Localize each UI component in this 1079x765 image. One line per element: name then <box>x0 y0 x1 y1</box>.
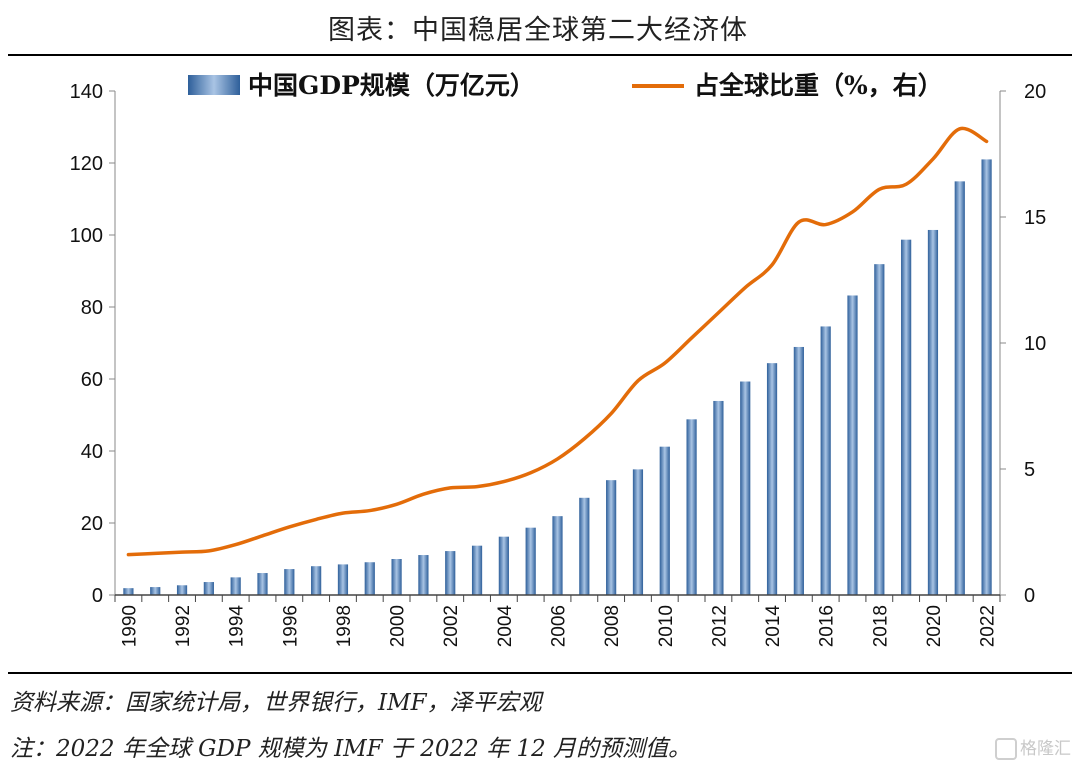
right-tick-label: 20 <box>1024 81 1046 103</box>
legend-bar-swatch <box>188 75 240 95</box>
legend-line-label: 占全球比重（%，右） <box>694 71 943 100</box>
gdp-bar-1992 <box>176 585 188 595</box>
gdp-bar-2021 <box>954 181 965 596</box>
x-tick-label: 2008 <box>602 605 623 647</box>
gdp-bar-1990 <box>123 588 134 595</box>
chart-title: 图表：中国稳居全球第二大经济体 <box>328 15 748 46</box>
left-tick-label: 40 <box>81 441 103 463</box>
x-tick-label: 2002 <box>441 605 462 647</box>
x-tick-label: 2006 <box>549 605 570 647</box>
left-tick-label: 60 <box>81 369 103 391</box>
x-tick-label: 1994 <box>227 605 248 648</box>
gdp-bar-2022 <box>981 159 992 595</box>
share-line-layer <box>126 126 989 557</box>
gdp-bar-2016 <box>820 326 831 595</box>
x-tick-label: 2004 <box>495 605 516 648</box>
watermark-text: 格隆汇 <box>1020 739 1071 759</box>
gdp-bar-2011 <box>686 419 697 595</box>
gdp-bar-2008 <box>606 480 617 595</box>
gdp-bars <box>123 159 992 596</box>
gdp-bar-1993 <box>203 582 214 595</box>
x-tick-label: 1998 <box>334 605 355 647</box>
gdp-bar-2019 <box>901 239 912 595</box>
gdp-bar-2001 <box>418 555 429 595</box>
left-tick-label: 0 <box>92 585 103 607</box>
gdp-bar-1994 <box>230 577 241 595</box>
gdp-bar-2012 <box>713 400 724 595</box>
source-note: 资料来源：国家统计局，世界银行，IMF，泽平宏观 <box>10 690 542 716</box>
gdp-chart: 图表：中国稳居全球第二大经济体 中国GDP规模（万亿元） 占全球比重（%，右） … <box>8 15 1072 674</box>
gdp-bar-1995 <box>257 573 268 595</box>
gdp-bar-1991 <box>150 587 161 595</box>
gdp-bar-2003 <box>471 545 483 595</box>
legend-bar-label: 中国GDP规模（万亿元） <box>248 71 535 100</box>
left-axis-ticks: 0 20 40 60 80 100 120 140 <box>70 81 115 607</box>
gdp-bar-2018 <box>874 264 885 595</box>
gdp-bar-2002 <box>445 551 456 595</box>
gdp-bar-2004 <box>498 536 509 595</box>
gdp-bar-2020 <box>927 229 939 595</box>
gdp-bar-2005 <box>525 527 536 595</box>
x-tick-label: 1990 <box>119 605 140 647</box>
gdp-bar-2009 <box>632 469 644 595</box>
gdp-bar-2015 <box>793 346 804 595</box>
x-tick-label: 1992 <box>173 605 194 647</box>
gdp-bar-2014 <box>766 363 778 595</box>
x-tick-label: 2014 <box>763 605 784 648</box>
right-axis-ticks: 0 5 10 15 20 <box>1000 81 1046 607</box>
x-axis-ticks: 1990 1992 1994 1996 1998 2000 2002 2004 2006 2008… <box>114 595 1001 648</box>
x-tick-label: 1996 <box>280 605 301 647</box>
footnote: 注：2022 年全球 GDP 规模为 IMF 于 2022 年 12 月的预测值… <box>10 736 692 762</box>
x-tick-label: 2022 <box>978 605 999 647</box>
left-tick-label: 120 <box>70 153 103 175</box>
share-line <box>126 126 989 557</box>
x-tick-label: 2000 <box>388 605 409 647</box>
x-tick-label: 2018 <box>870 605 891 647</box>
watermark-logo-icon <box>995 738 1017 760</box>
gdp-bar-1997 <box>311 566 322 595</box>
right-tick-label: 0 <box>1024 585 1035 607</box>
left-tick-label: 80 <box>81 297 103 319</box>
left-tick-label: 20 <box>81 513 103 535</box>
gdp-bar-2000 <box>391 559 402 595</box>
x-tick-label: 2010 <box>656 605 677 647</box>
gdp-bar-1996 <box>284 569 295 595</box>
gdp-bar-2006 <box>552 516 563 595</box>
gdp-bar-2013 <box>740 381 751 595</box>
gdp-bar-2007 <box>579 497 590 595</box>
x-tick-label: 2012 <box>709 605 730 647</box>
gdp-bar-1999 <box>364 562 375 595</box>
right-tick-label: 10 <box>1024 333 1046 355</box>
left-tick-label: 100 <box>70 225 103 247</box>
gdp-bar-1998 <box>337 564 349 595</box>
x-tick-label: 2016 <box>817 605 838 647</box>
left-tick-label: 140 <box>70 81 103 103</box>
right-tick-label: 5 <box>1024 459 1035 481</box>
gdp-bar-2010 <box>659 446 670 595</box>
gdp-bar-2017 <box>847 295 858 595</box>
watermark: 格隆汇 <box>995 734 1071 760</box>
x-tick-label: 2020 <box>924 605 945 647</box>
right-tick-label: 15 <box>1024 207 1046 229</box>
